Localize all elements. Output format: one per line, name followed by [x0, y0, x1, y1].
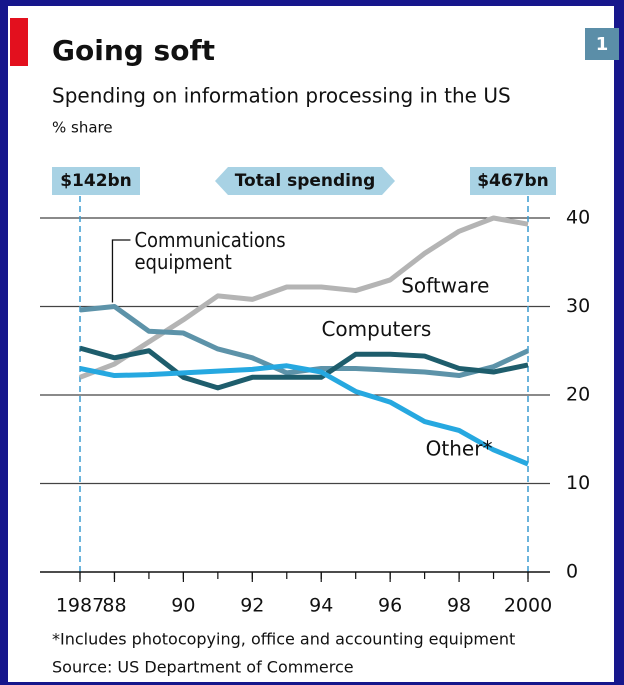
- y-tick-label: 40: [566, 207, 590, 229]
- chart-title: Going soft: [52, 34, 215, 67]
- end-total-box: [470, 167, 556, 195]
- page-badge: [585, 28, 619, 60]
- total-box: [215, 167, 395, 195]
- x-tick-label: 2000: [504, 595, 552, 617]
- x-tick-label: 92: [240, 595, 264, 617]
- x-tick-label: 88: [102, 595, 126, 617]
- series-line: [79, 363, 529, 467]
- x-tick-label: 1987: [56, 595, 104, 617]
- series-label: Communications equipment: [134, 228, 286, 274]
- series-label: Computers: [321, 317, 431, 341]
- y-tick-label: 20: [566, 384, 590, 406]
- footnote: *Includes photocopying, office and accou…: [52, 630, 515, 649]
- x-tick-label: 98: [447, 595, 471, 617]
- start-total: $142bn: [60, 171, 132, 191]
- x-tick-label: 96: [378, 595, 402, 617]
- series-line: [79, 215, 529, 380]
- y-tick-label: 10: [566, 472, 590, 494]
- series-line: [79, 345, 529, 391]
- page-number: 1: [596, 34, 609, 55]
- end-total: $467bn: [477, 171, 549, 191]
- leader-line: [111, 239, 131, 303]
- source: Source: US Department of Commerce: [52, 658, 354, 677]
- total-label: Total spending: [235, 171, 376, 191]
- subtitle: Spending on information processing in th…: [52, 84, 511, 108]
- unit-label: % share: [52, 119, 113, 137]
- series-label: Other*: [426, 436, 493, 460]
- y-tick-label: 0: [566, 561, 578, 583]
- series-label: Software: [401, 274, 489, 298]
- start-total-box: [52, 167, 140, 195]
- x-tick-label: 94: [309, 595, 333, 617]
- red-tab: [10, 18, 28, 66]
- panel: [8, 6, 614, 682]
- y-tick-label: 30: [566, 295, 590, 317]
- x-tick-label: 90: [171, 595, 195, 617]
